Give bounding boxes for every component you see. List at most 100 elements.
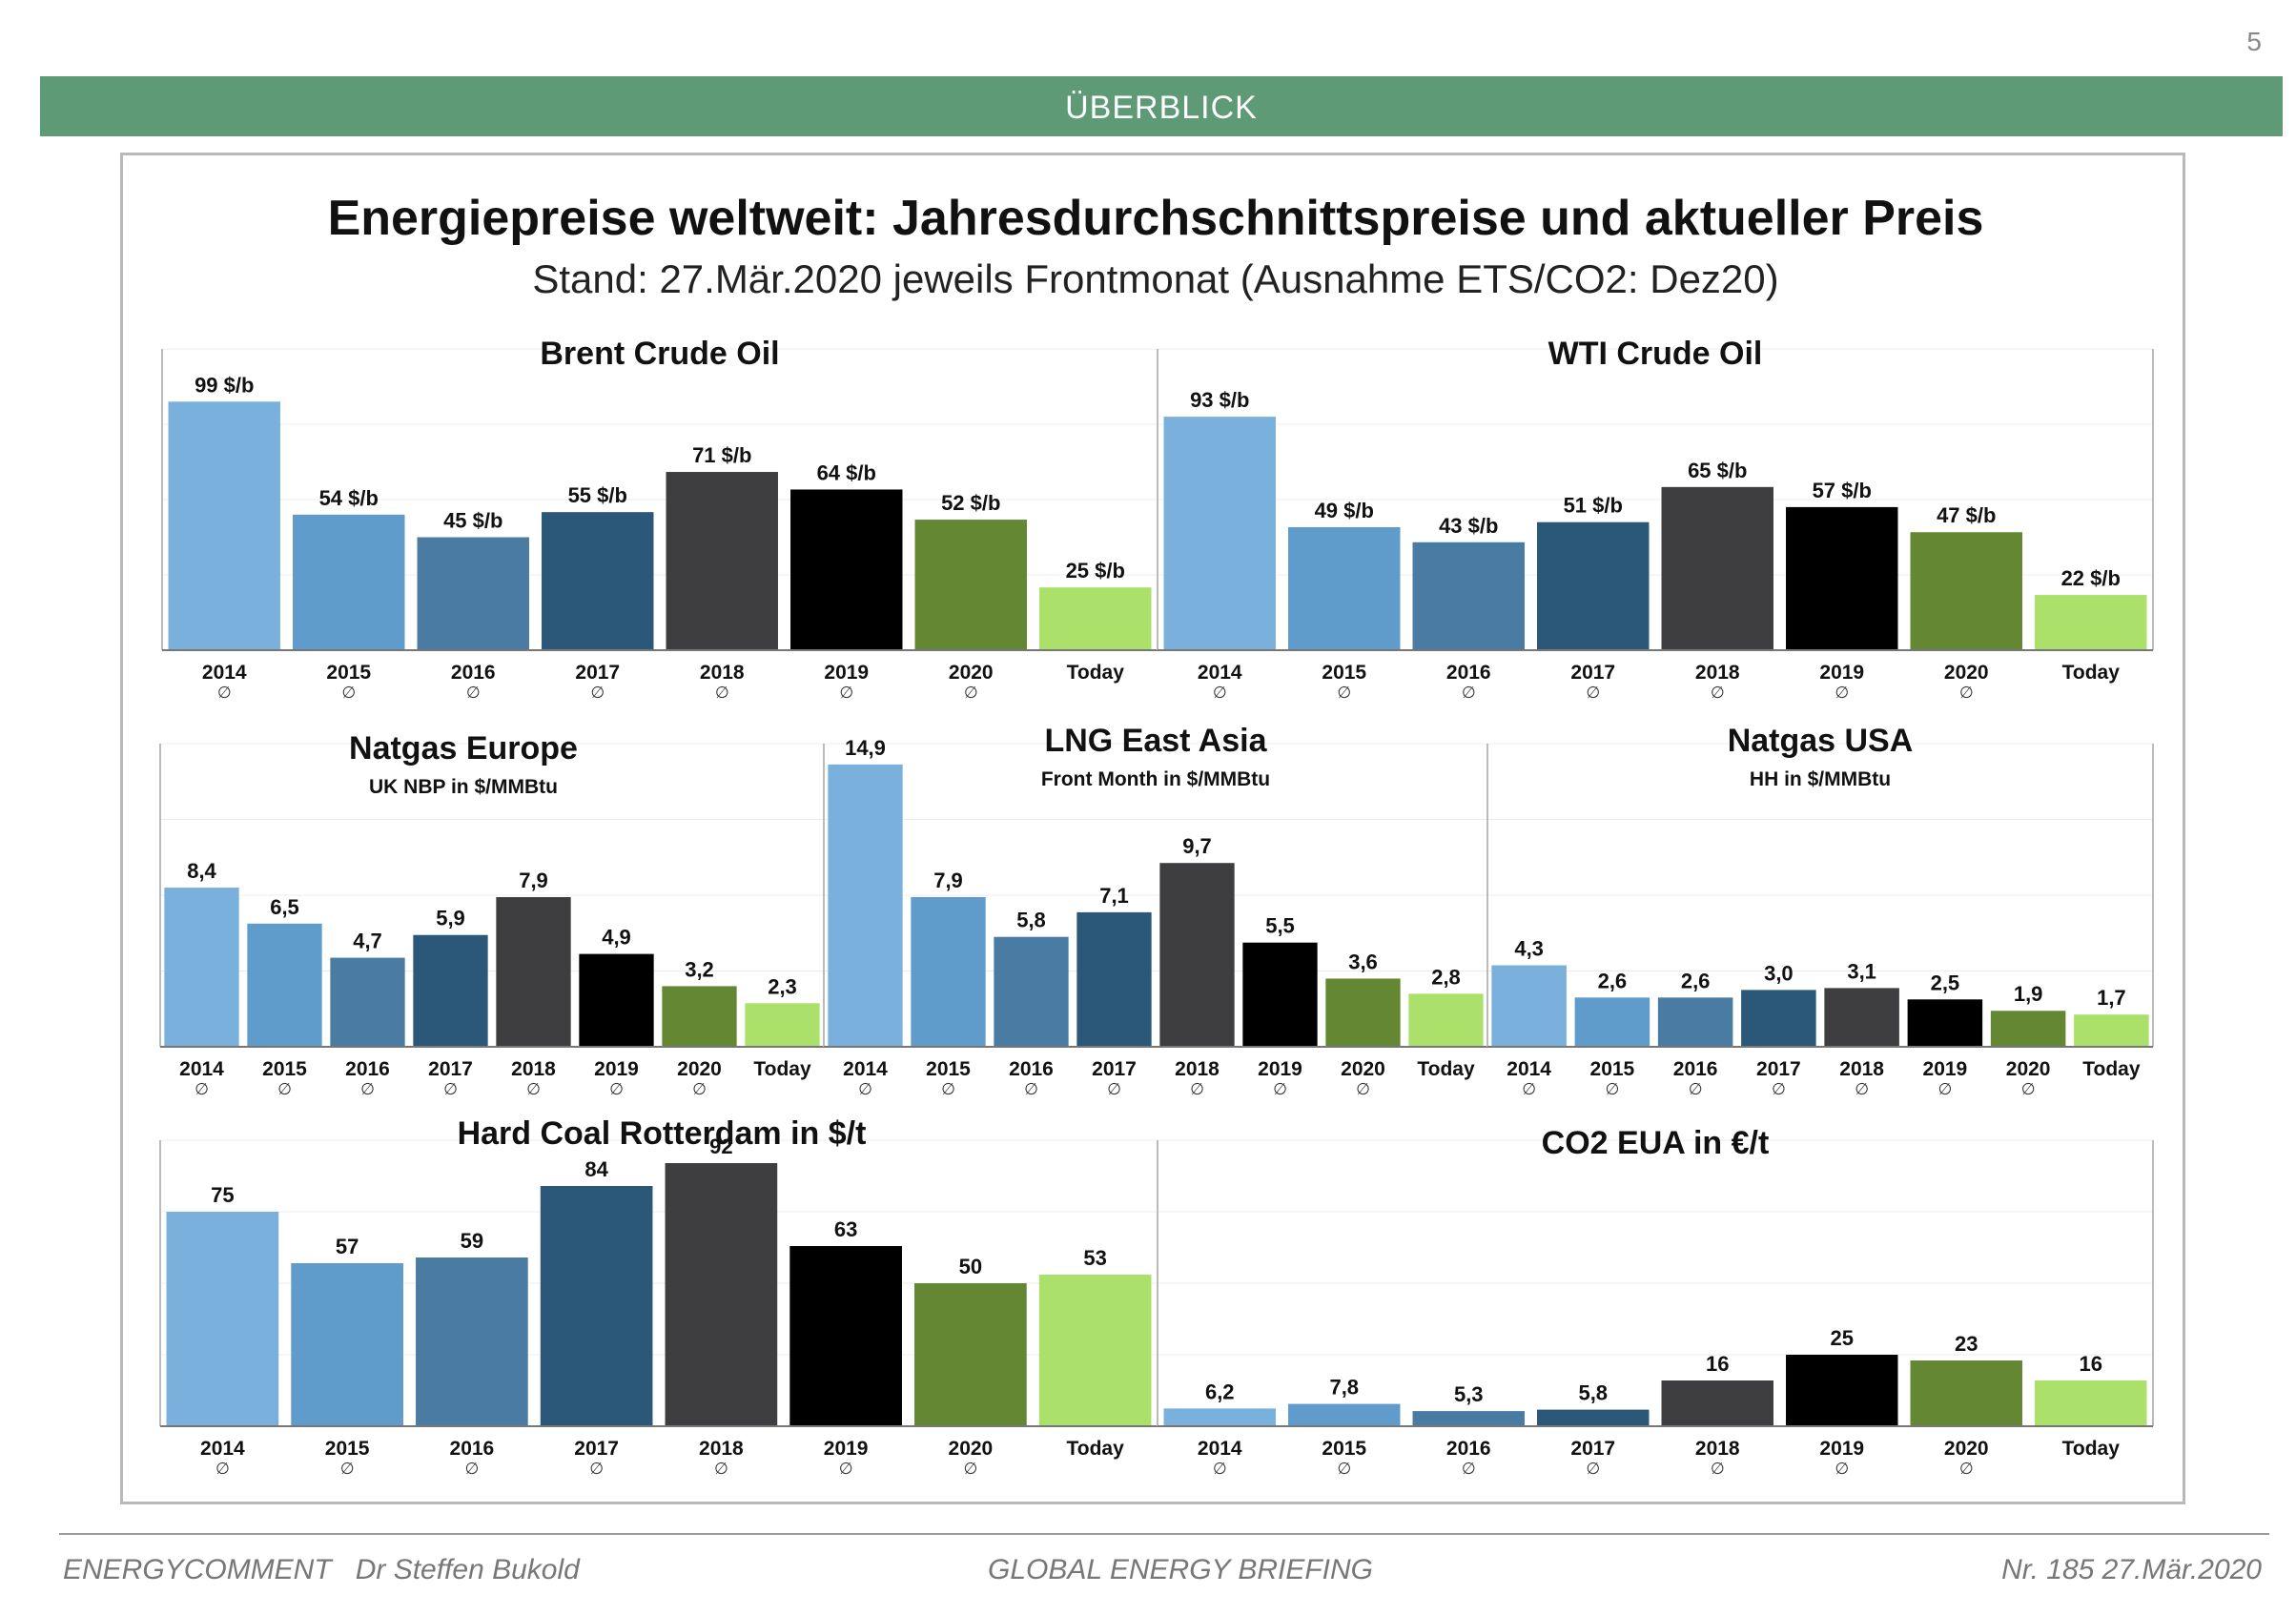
data-label: 5,8	[1016, 909, 1046, 932]
bar-2016	[1412, 542, 1525, 650]
average-symbol: ∅	[1462, 684, 1476, 703]
average-symbol: ∅	[1689, 1080, 1703, 1099]
chart-title: Natgas Europe	[349, 730, 578, 767]
tick-label: 2017	[1092, 1058, 1137, 1080]
data-label: 93 $/b	[1190, 388, 1249, 412]
average-symbol: ∅	[1711, 684, 1725, 703]
tick-label: 2020	[949, 662, 994, 684]
average-symbol: ∅	[963, 1460, 977, 1479]
average-symbol: ∅	[589, 1460, 604, 1479]
tick-label: 2014	[1198, 1438, 1242, 1460]
bar-today	[1038, 1275, 1152, 1426]
average-symbol: ∅	[1711, 1460, 1725, 1479]
data-label: 92	[709, 1135, 732, 1158]
average-symbol: ∅	[714, 1460, 728, 1479]
average-symbol: ∅	[360, 1080, 375, 1099]
average-symbol: ∅	[466, 684, 481, 703]
tick-label: 2015	[1590, 1058, 1635, 1080]
data-label: 3,2	[685, 957, 714, 981]
data-label: 64 $/b	[817, 460, 876, 484]
average-symbol: ∅	[1107, 1080, 1121, 1099]
tick-label: Today	[1417, 1058, 1475, 1080]
bar-2018	[665, 1163, 778, 1426]
data-label: 5,8	[1578, 1381, 1608, 1405]
average-symbol: ∅	[1213, 684, 1227, 703]
tick-label: 2018	[1175, 1058, 1220, 1080]
data-label: 22 $/b	[2061, 566, 2121, 590]
tick-label: 2018	[1695, 662, 1740, 684]
average-symbol: ∅	[464, 1460, 479, 1479]
bar-2014	[1491, 965, 1567, 1047]
average-symbol: ∅	[858, 1080, 872, 1099]
bar-2020	[914, 520, 1027, 650]
average-symbol: ∅	[1586, 1460, 1600, 1479]
bar-2015	[1288, 1403, 1401, 1426]
bar-2018	[496, 896, 571, 1047]
average-symbol: ∅	[1462, 1460, 1476, 1479]
bar-2020	[1910, 532, 2022, 650]
bar-2018	[1824, 988, 1899, 1047]
bar-2018	[1661, 486, 1773, 650]
data-label: 2,6	[1681, 969, 1711, 992]
data-label: 25	[1831, 1326, 1854, 1350]
tick-label: 2017	[574, 1438, 619, 1460]
bar-2016	[1412, 1411, 1525, 1426]
tick-label: 2020	[1944, 1438, 1989, 1460]
tick-label: 2019	[824, 1438, 869, 1460]
data-label: 16	[1706, 1352, 1729, 1376]
data-label: 5,9	[436, 907, 465, 930]
chart-title: Natgas USA	[1728, 723, 1914, 759]
bar-2019	[1907, 999, 1983, 1047]
data-label: 3,0	[1764, 961, 1794, 985]
tick-label: 2014	[1507, 1058, 1551, 1080]
bar-2014	[1163, 1408, 1276, 1426]
bar-2016	[417, 537, 529, 650]
chart-title: LNG East Asia	[1044, 723, 1267, 759]
data-label: 2,5	[1931, 971, 1960, 994]
data-label: 3,6	[1348, 950, 1378, 973]
average-symbol: ∅	[609, 1080, 624, 1099]
data-label: 50	[959, 1255, 982, 1278]
tick-label: 2014	[179, 1058, 224, 1080]
tick-label: 2020	[1944, 662, 1989, 684]
tick-label: Today	[2062, 1438, 2121, 1460]
tick-label: 2015	[926, 1058, 971, 1080]
chart-title: Brent Crude Oil	[540, 336, 779, 372]
chart-title: WTI Crude Oil	[1548, 336, 1763, 372]
data-label: 1,9	[2014, 982, 2043, 1006]
tick-label: 2016	[450, 1438, 495, 1460]
data-label: 5,3	[1454, 1382, 1484, 1406]
data-label: 4,3	[1514, 937, 1544, 961]
bar-2020	[662, 986, 737, 1047]
data-label: 2,6	[1598, 969, 1628, 992]
chart-title: CO2 EUA in €/t	[1542, 1125, 1770, 1161]
bar-2015	[247, 923, 322, 1047]
tick-label: Today	[753, 1058, 811, 1080]
tick-label: 2014	[843, 1058, 888, 1080]
data-label: 63	[834, 1217, 857, 1241]
data-label: 2,3	[768, 974, 797, 998]
average-symbol: ∅	[1605, 1080, 1619, 1099]
data-label: 7,9	[933, 869, 963, 892]
average-symbol: ∅	[1855, 1080, 1869, 1099]
bar-2017	[413, 934, 488, 1047]
bar-2014	[828, 764, 903, 1047]
chart-title: Hard Coal Rotterdam in $/t	[458, 1115, 867, 1152]
average-symbol: ∅	[443, 1080, 458, 1099]
data-label: 99 $/b	[195, 373, 254, 397]
bar-2016	[994, 936, 1069, 1047]
tick-label: 2016	[1446, 1438, 1491, 1460]
data-label: 71 $/b	[692, 443, 751, 467]
average-symbol: ∅	[1835, 1460, 1849, 1479]
average-symbol: ∅	[1190, 1080, 1204, 1099]
tick-label: 2019	[1819, 1438, 1864, 1460]
chart-subtitle: HH in $/MMBtu	[1750, 768, 1891, 790]
bar-2017	[542, 512, 654, 650]
tick-label: 2016	[1009, 1058, 1054, 1080]
tick-label: 2017	[1570, 662, 1615, 684]
average-symbol: ∅	[1356, 1080, 1370, 1099]
data-label: 5,5	[1265, 914, 1295, 938]
page-number: 5	[2246, 27, 2262, 56]
tick-label: 2019	[1258, 1058, 1302, 1080]
bar-today	[1408, 993, 1484, 1047]
